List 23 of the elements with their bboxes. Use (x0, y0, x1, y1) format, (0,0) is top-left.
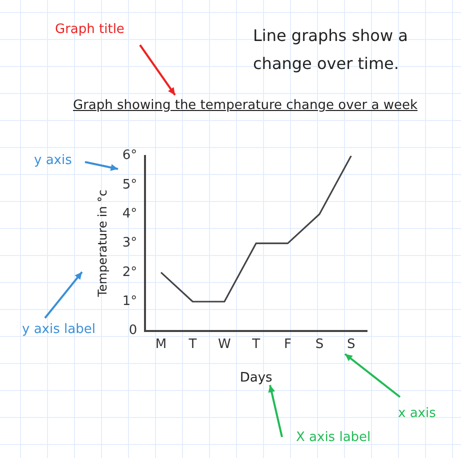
y-tick-label: 4° (122, 206, 138, 222)
y-tick-label: 3° (122, 236, 138, 251)
x-tick-label: T (251, 336, 260, 352)
y-tick-label: 6° (122, 148, 138, 164)
text: x axis (398, 406, 436, 421)
text: y axis (34, 153, 72, 168)
y-tick-label: 2° (122, 264, 138, 280)
x-tick-label: W (218, 336, 231, 352)
x-tick-label: S (347, 336, 356, 352)
y-axis-title: Temperature in °c (95, 190, 110, 298)
x-tick-label: S (315, 336, 324, 352)
text: X axis label (296, 430, 371, 445)
y-tick-label: 0 (128, 323, 138, 338)
text: y axis label (22, 322, 96, 337)
x-tick-label: F (284, 336, 292, 352)
x-tick-label: T (188, 336, 197, 352)
x-tick-label: M (155, 336, 167, 352)
chart-subtitle: Line graphs show a change over time. (253, 25, 409, 75)
x-axis-title: Days (240, 370, 273, 386)
y-tick-label: 1° (122, 294, 138, 310)
text: Graph title (55, 22, 124, 37)
y-tick-label: 5° (122, 177, 138, 192)
chart-title: Graph showing the temperature change over a week (73, 98, 418, 113)
